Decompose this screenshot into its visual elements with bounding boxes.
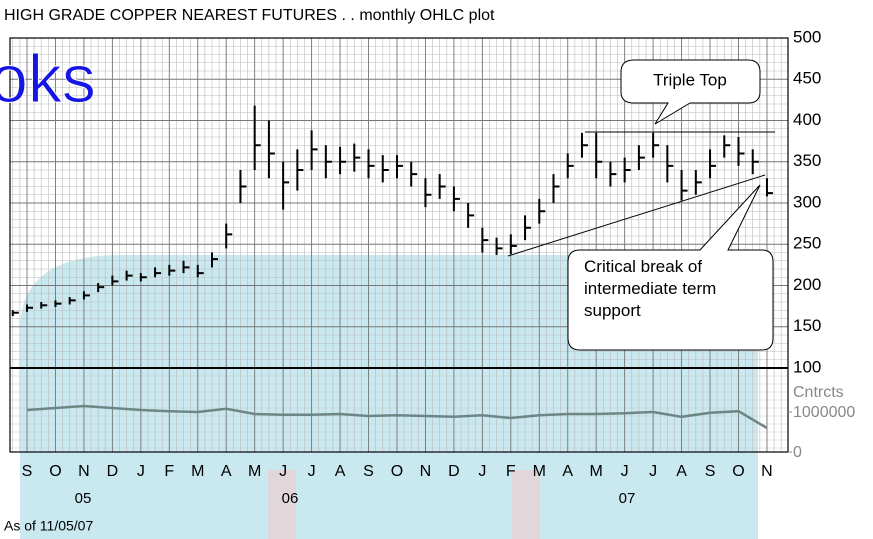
x-tick-label: J [137,463,145,480]
x-tick-label: M [533,463,546,480]
x-tick-label: O [391,463,403,480]
callout-box [620,59,761,125]
plot [11,105,773,430]
x-tick-label: F [164,463,174,480]
y-tick-label: 400 [793,110,821,129]
watermark-stripe [512,470,540,539]
chart-title: HIGH GRADE COPPER NEAREST FUTURES . . mo… [4,7,495,24]
y-tick-label: 450 [793,69,821,88]
x-tick-label: N [78,463,90,480]
y-tick-label: 250 [793,234,821,253]
y-tick-label: 350 [793,151,821,170]
footnote: As of 11/05/07 [4,518,93,534]
y2-tick-label: 1000000 [793,404,855,421]
x-tick-label: A [335,463,346,480]
x-tick-label: O [49,463,61,480]
x-tick-label: S [363,463,374,480]
y-tick-label: 100 [793,357,821,376]
x-tick-label: M [590,463,603,480]
x-tick-label: M [248,463,261,480]
support-line [507,174,766,257]
x-tick-label: J [478,463,486,480]
x-tick-label: S [22,463,33,480]
open-interest-line [26,404,768,430]
x-tick-label: N [420,463,432,480]
volume-axis-label: Cntrcts [793,384,844,401]
year-label: 07 [619,490,636,507]
annotation: Critical break of intermediate term supp… [584,257,717,320]
watermark-text: oks [0,41,96,117]
x-tick-label: J [279,463,287,480]
callout-box [567,184,774,351]
x-tick-label: M [191,463,204,480]
x-tick-label: F [506,463,516,480]
annotation-box: Critical break of intermediate term supp… [584,257,717,320]
year-label: 06 [282,490,299,507]
x-tick-label: A [221,463,232,480]
x-tick-label: N [761,463,773,480]
y-tick-label: 150 [793,316,821,335]
y-tick-label: 200 [793,275,821,294]
x-tick-label: A [562,463,573,480]
watermark-stripe [268,470,296,539]
x-tick-label: J [649,463,657,480]
x-tick-label: J [621,463,629,480]
x-tick-label: S [705,463,716,480]
x-tick-label: D [107,463,119,480]
y-tick-label: 500 [793,27,821,46]
year-label: 05 [75,490,92,507]
x-tick-label: O [732,463,744,480]
x-tick-label: J [308,463,316,480]
x-tick-label: D [448,463,460,480]
annotation: Triple Top [653,70,727,89]
plot-border [9,37,789,453]
x-tick-label: A [676,463,687,480]
y-tick-label: 300 [793,192,821,211]
y2-tick-label: 0 [793,444,802,461]
